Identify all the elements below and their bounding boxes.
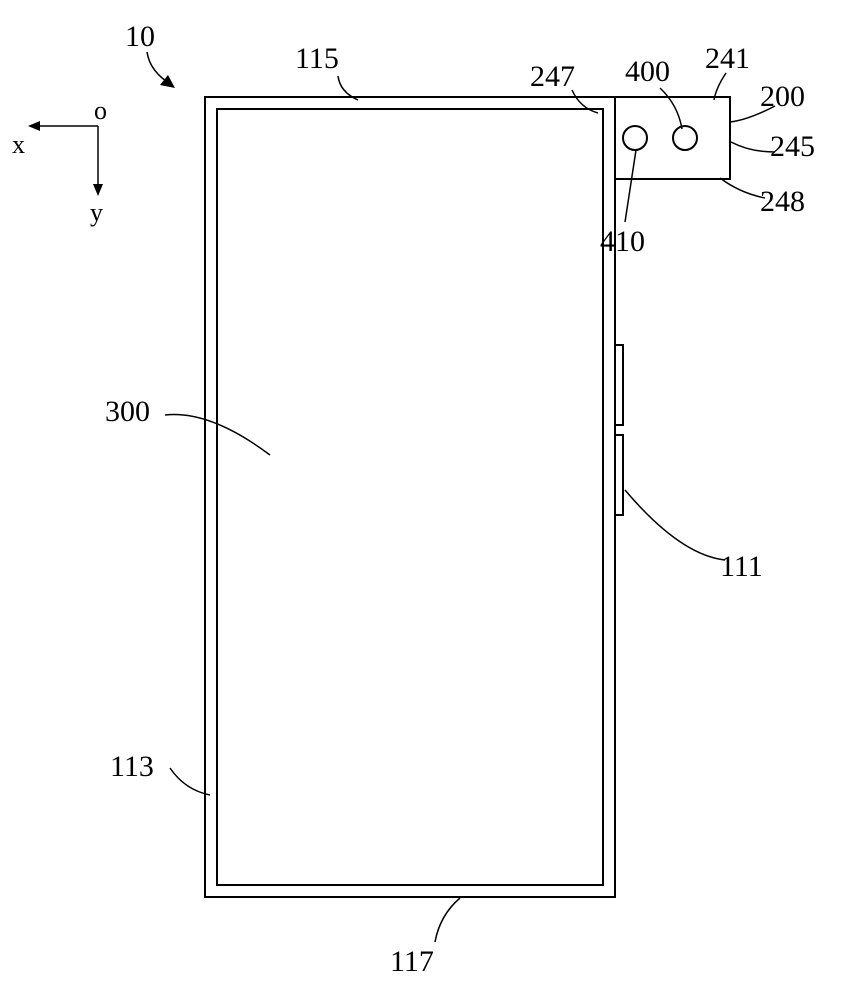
label-117: 117 <box>390 945 434 979</box>
label-200: 200 <box>760 80 805 114</box>
diagram-canvas <box>0 0 845 1000</box>
axis-y-label: y <box>90 198 103 228</box>
label-241: 241 <box>705 42 750 76</box>
axis-o-label: o <box>94 96 107 126</box>
label-10: 10 <box>125 20 155 54</box>
label-111: 111 <box>720 550 763 584</box>
label-400: 400 <box>625 55 670 89</box>
lead-lines <box>147 52 775 942</box>
label-115: 115 <box>295 42 339 76</box>
device-inner-rect <box>217 109 603 885</box>
side-button-1 <box>615 345 623 425</box>
lens2-icon <box>673 126 697 150</box>
label-248: 248 <box>760 185 805 219</box>
axis-x-label: x <box>12 130 25 160</box>
label-245: 245 <box>770 130 815 164</box>
label-247: 247 <box>530 60 575 94</box>
device-outer-rect <box>205 97 615 897</box>
label-410: 410 <box>600 225 645 259</box>
lens1-icon <box>623 126 647 150</box>
label-300: 300 <box>105 395 150 429</box>
label-113: 113 <box>110 750 154 784</box>
side-button-2 <box>615 435 623 515</box>
coord-axes <box>28 121 103 196</box>
